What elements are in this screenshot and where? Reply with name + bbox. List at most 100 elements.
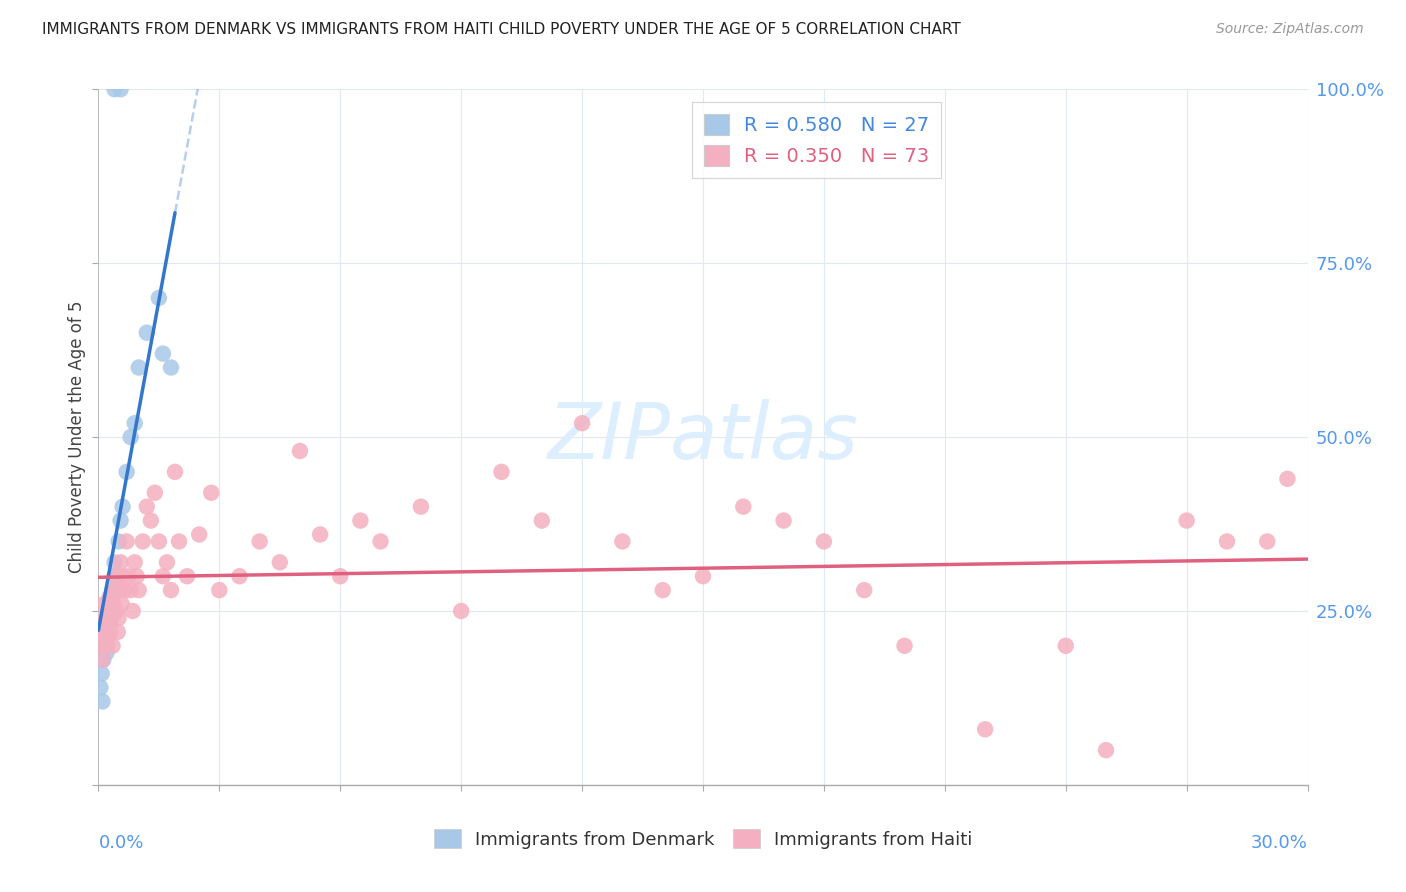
Point (94, 624, 117, 639)
Point (90, 624, 112, 639)
Point (110, 514, 132, 528)
Point (1216, 534, 1239, 549)
Text: Source: ZipAtlas.com: Source: ZipAtlas.com (1216, 22, 1364, 37)
Point (93, 597, 115, 611)
Point (329, 569, 352, 583)
Point (98, 590, 121, 604)
Point (148, 534, 170, 549)
Point (152, 346, 174, 360)
Point (115, 534, 138, 549)
Point (1256, 534, 1278, 549)
Point (115, 465, 138, 479)
Point (101, 583, 124, 598)
Point (96, 632, 118, 646)
Point (612, 534, 634, 549)
Point (111, 569, 134, 583)
Point (125, 569, 148, 583)
Point (100, 624, 122, 639)
Point (813, 534, 835, 549)
Text: IMMIGRANTS FROM DENMARK VS IMMIGRANTS FROM HAITI CHILD POVERTY UNDER THE AGE OF : IMMIGRANTS FROM DENMARK VS IMMIGRANTS FR… (42, 22, 960, 37)
Point (90, 666, 112, 681)
Point (1277, 472, 1299, 486)
Point (208, 583, 231, 598)
Point (370, 534, 392, 549)
Point (97, 611, 120, 625)
Point (139, 514, 162, 528)
Point (152, 569, 174, 583)
Point (143, 485, 166, 500)
Point (94, 632, 117, 646)
Point (98, 618, 121, 632)
Point (651, 583, 673, 598)
Point (188, 527, 211, 541)
Point (409, 500, 432, 514)
Point (120, 583, 142, 598)
Point (128, 360, 150, 375)
Point (96, 646, 118, 660)
Point (89, 681, 111, 695)
Point (100, 604, 122, 618)
Point (135, 326, 157, 340)
Point (530, 514, 553, 528)
Point (156, 555, 179, 569)
Point (309, 527, 332, 541)
Point (110, 82, 132, 96)
Point (491, 465, 513, 479)
Point (200, 485, 222, 500)
Point (97, 604, 120, 618)
Y-axis label: Child Poverty Under the Age of 5: Child Poverty Under the Age of 5 (67, 301, 86, 574)
Point (1054, 639, 1077, 653)
Point (111, 500, 134, 514)
Point (176, 569, 198, 583)
Point (103, 569, 125, 583)
Point (772, 514, 794, 528)
Point (91, 694, 114, 708)
Text: 0.0%: 0.0% (98, 834, 143, 852)
Point (692, 569, 714, 583)
Point (1175, 514, 1198, 528)
Point (893, 639, 915, 653)
Point (249, 534, 271, 549)
Point (108, 583, 131, 598)
Point (269, 555, 291, 569)
Point (91, 653, 114, 667)
Point (103, 555, 125, 569)
Point (135, 500, 157, 514)
Point (111, 597, 134, 611)
Point (733, 500, 755, 514)
Point (110, 555, 132, 569)
Text: ZIPatlas: ZIPatlas (547, 399, 859, 475)
Point (101, 639, 124, 653)
Point (974, 723, 997, 737)
Point (349, 514, 371, 528)
Point (107, 534, 129, 549)
Point (853, 583, 876, 598)
Point (132, 534, 155, 549)
Point (91, 611, 114, 625)
Point (128, 583, 150, 598)
Point (121, 604, 143, 618)
Point (120, 430, 142, 444)
Point (114, 583, 136, 598)
Point (167, 534, 190, 549)
Text: 30.0%: 30.0% (1251, 834, 1308, 852)
Point (93, 639, 115, 653)
Point (288, 444, 311, 458)
Point (107, 624, 129, 639)
Legend: R = 0.580   N = 27, R = 0.350   N = 73: R = 0.580 N = 27, R = 0.350 N = 73 (692, 103, 941, 178)
Point (91, 653, 114, 667)
Point (163, 465, 186, 479)
Point (103, 597, 125, 611)
Point (118, 569, 141, 583)
Point (228, 569, 250, 583)
Point (124, 555, 146, 569)
Point (105, 569, 128, 583)
Point (103, 82, 125, 96)
Point (105, 604, 128, 618)
Point (96, 639, 118, 653)
Point (148, 291, 170, 305)
Point (96, 618, 118, 632)
Point (160, 583, 183, 598)
Point (100, 611, 122, 625)
Point (107, 611, 129, 625)
